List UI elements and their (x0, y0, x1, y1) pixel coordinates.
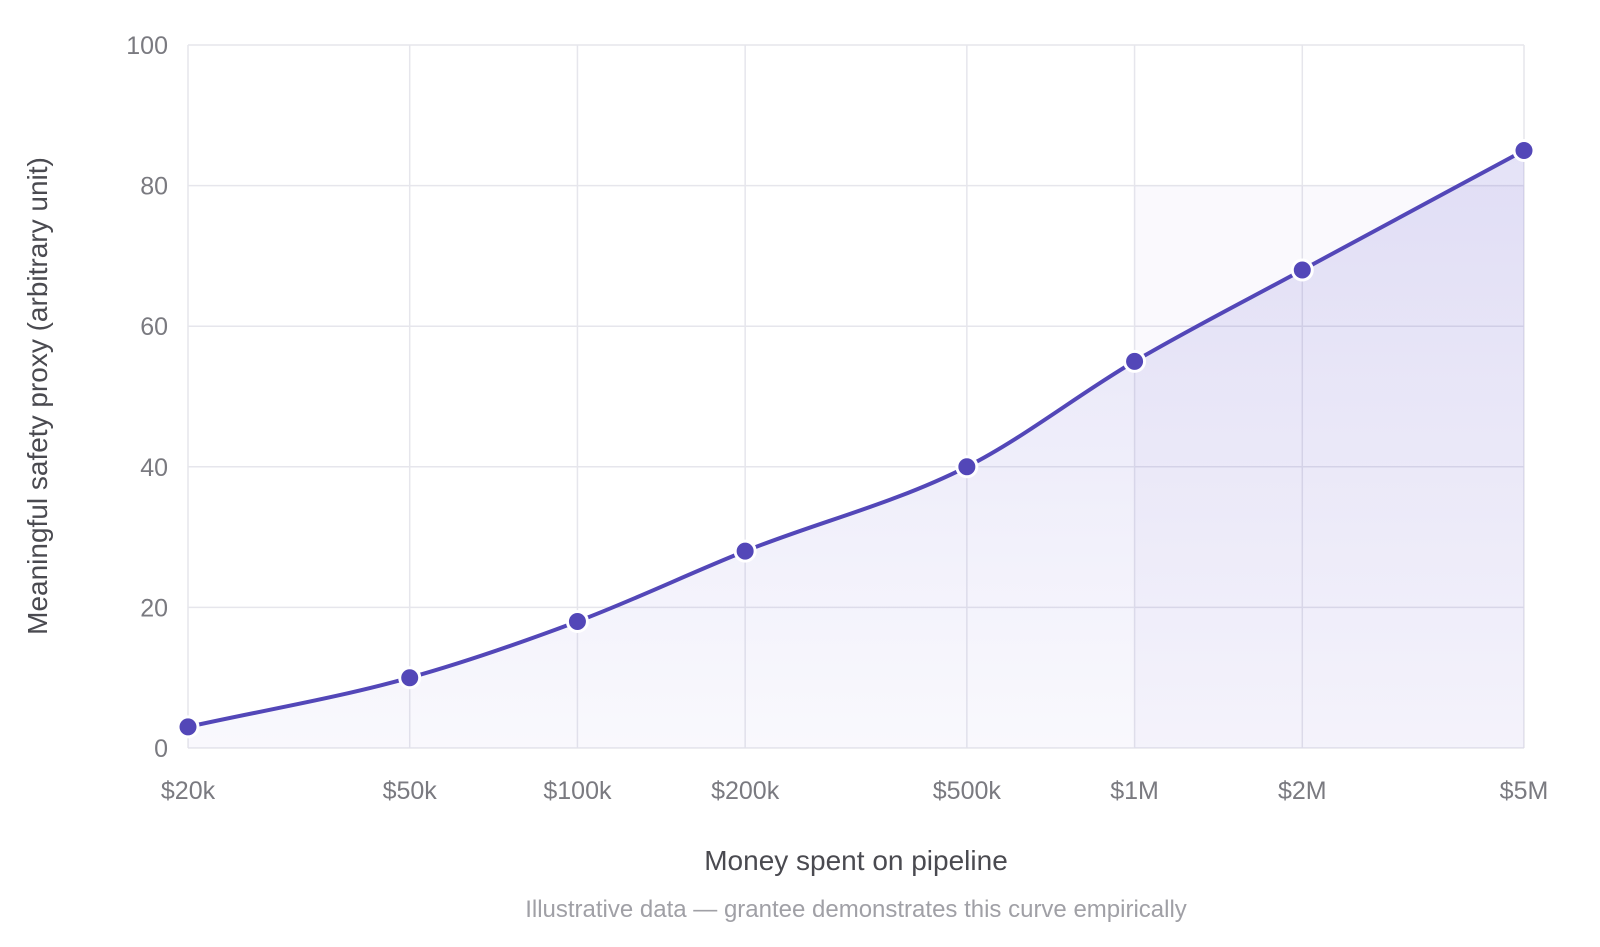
data-point-1 (398, 666, 422, 690)
data-point-4 (955, 455, 979, 479)
y-tick-label-1: 20 (140, 594, 168, 622)
x-axis-ticks: $20k $50k $100k $200k $500k $1M $2M $5M (161, 777, 1548, 805)
y-tick-label-5: 100 (126, 32, 168, 60)
y-axis-ticks: 0 20 40 60 80 100 (126, 32, 168, 763)
data-point-2 (565, 609, 589, 633)
x-axis-title: Money spent on pipeline (704, 845, 1008, 876)
x-tick-label-2: $100k (543, 777, 612, 805)
data-point-6 (1290, 258, 1314, 282)
x-tick-label-0: $20k (161, 777, 216, 805)
x-tick-label-1: $50k (383, 777, 438, 805)
y-tick-label-2: 40 (140, 454, 168, 482)
y-tick-label-3: 60 (140, 313, 168, 341)
data-point-7 (1512, 138, 1536, 162)
data-points (176, 138, 1536, 739)
area-fill (188, 150, 1524, 748)
y-tick-label-0: 0 (154, 735, 168, 763)
x-tick-label-4: $500k (933, 777, 1002, 805)
x-tick-label-5: $1M (1110, 777, 1159, 805)
data-point-3 (733, 539, 757, 563)
x-tick-label-3: $200k (711, 777, 780, 805)
data-point-0 (176, 715, 200, 739)
y-tick-label-4: 80 (140, 173, 168, 201)
chart-caption: Illustrative data — grantee demonstrates… (525, 896, 1187, 923)
y-axis-title: Meaningful safety proxy (arbitrary unit) (22, 157, 53, 635)
data-point-5 (1123, 349, 1147, 373)
x-tick-label-6: $2M (1278, 777, 1327, 805)
x-tick-label-7: $5M (1500, 777, 1549, 805)
